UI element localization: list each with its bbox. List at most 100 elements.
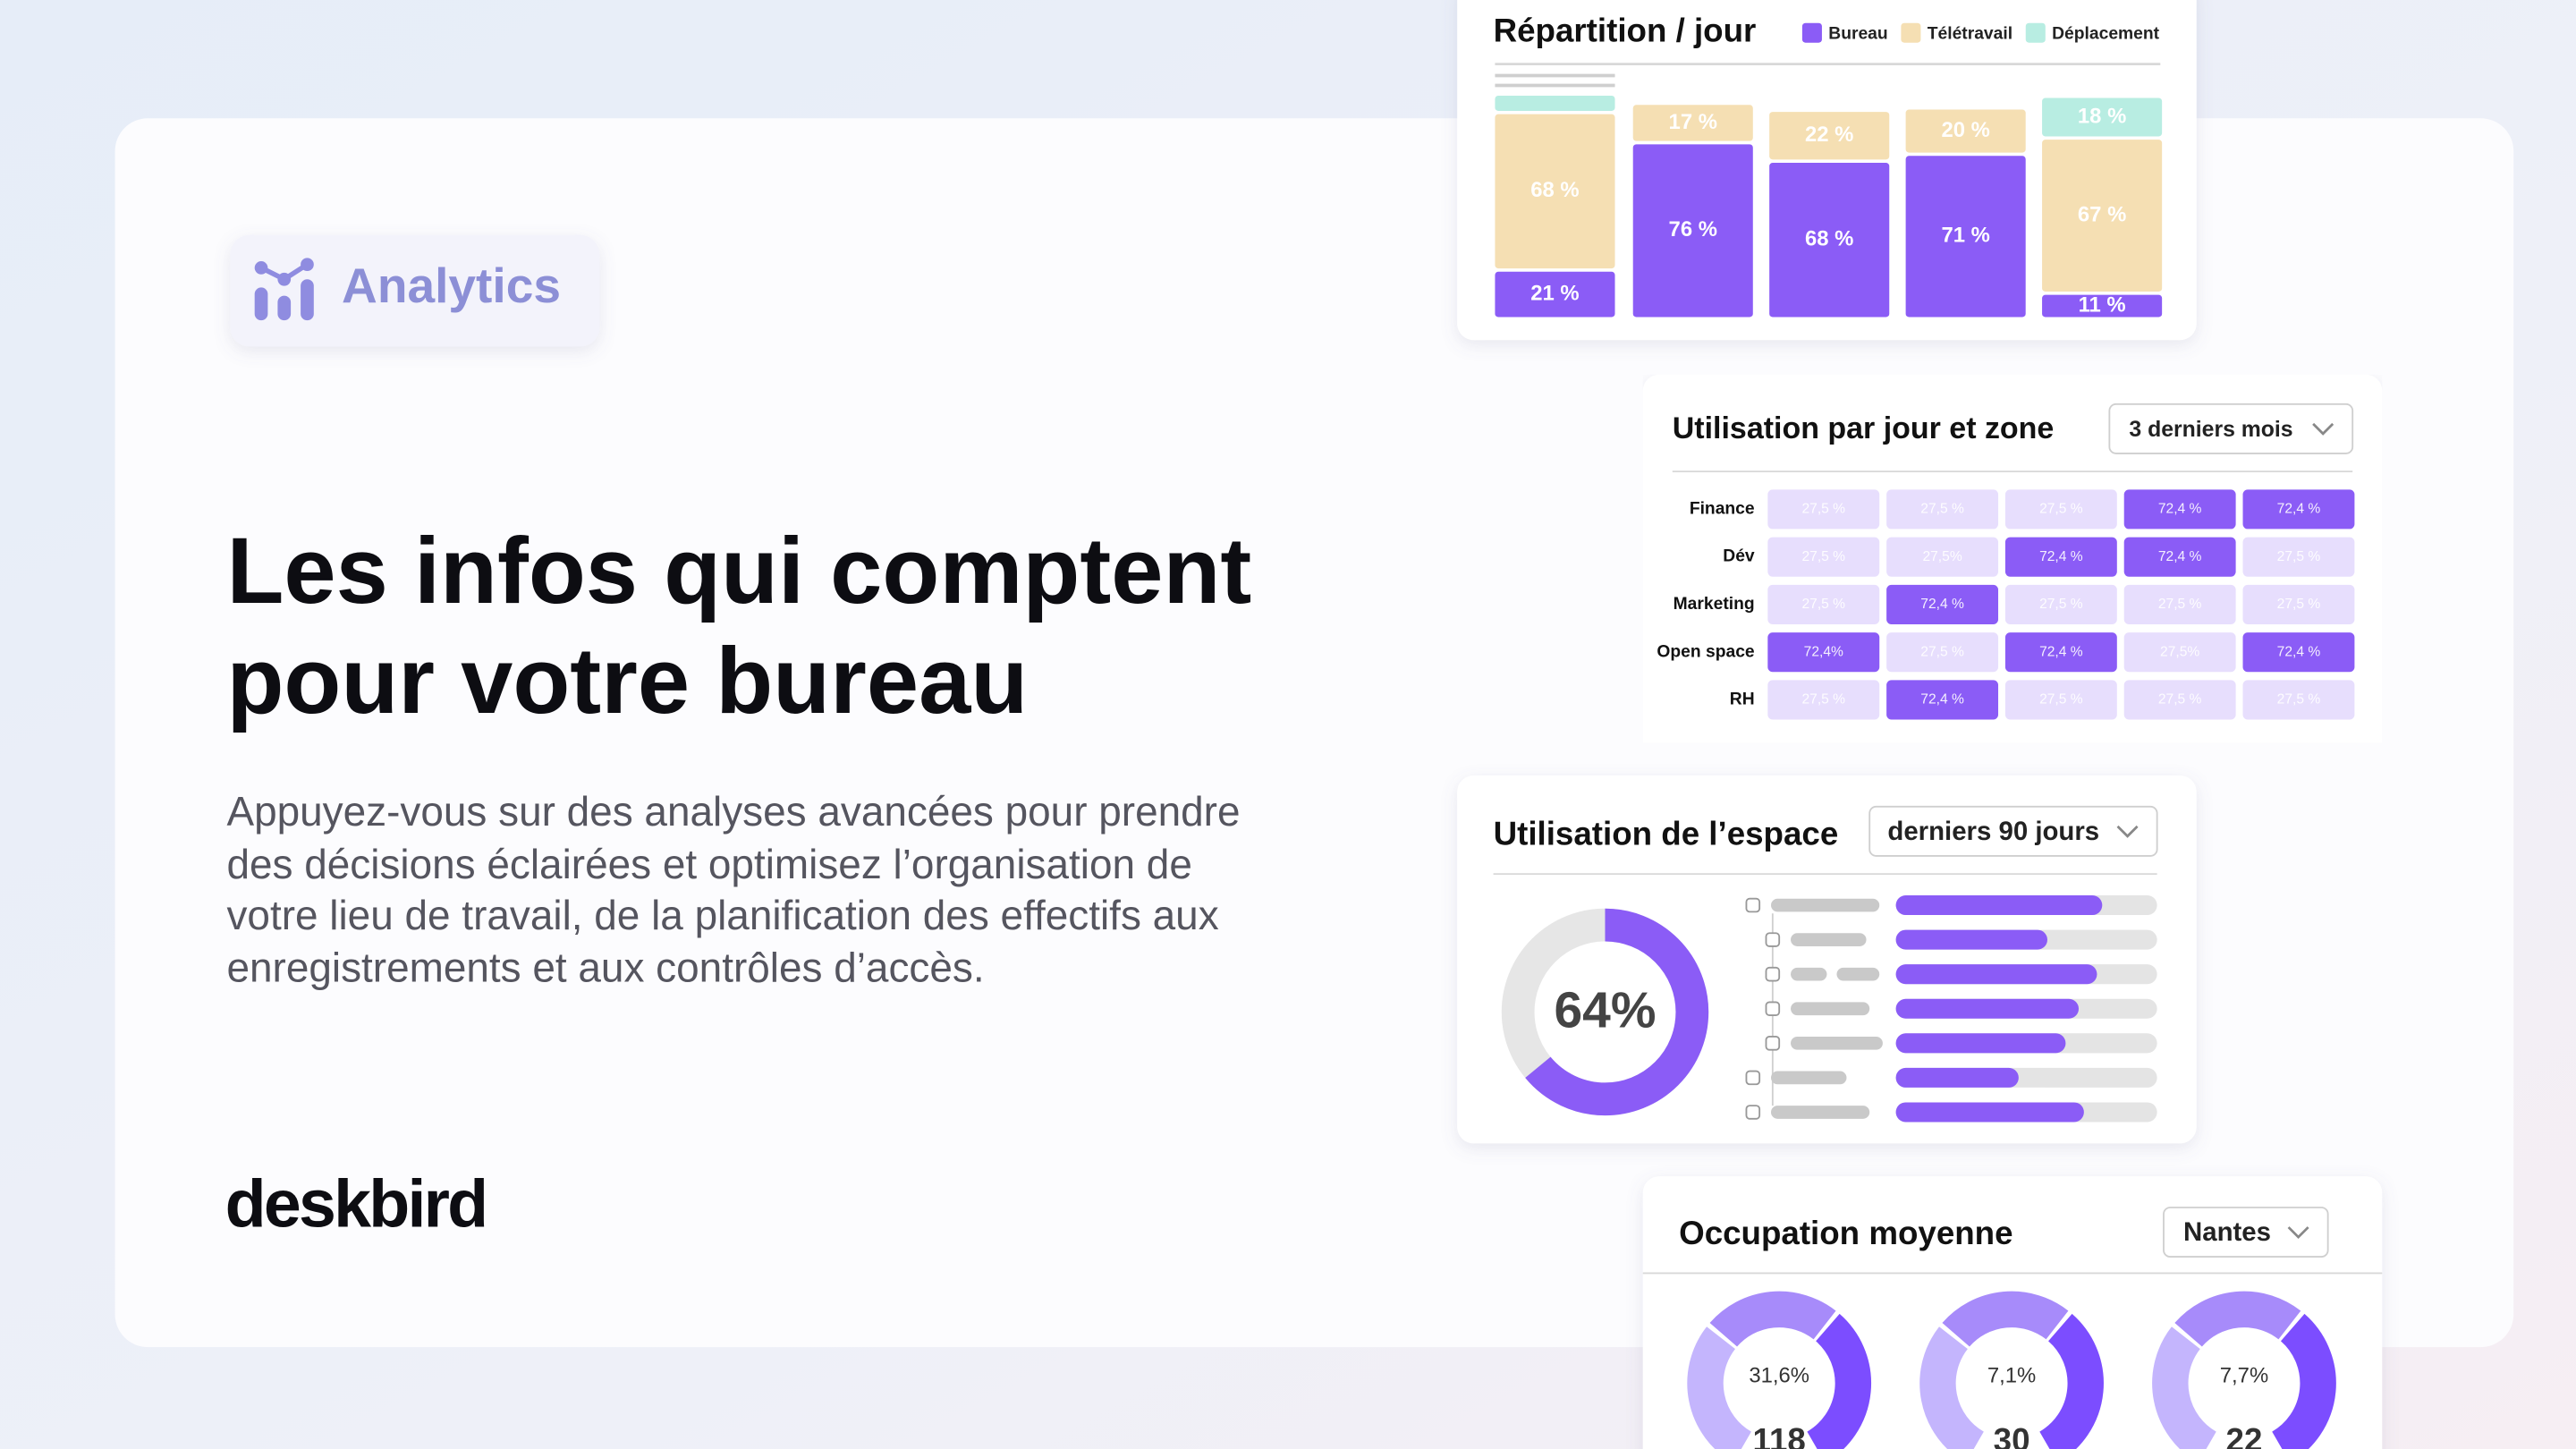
heatmap-cell xyxy=(2123,632,2236,673)
cell-label: 72,4 % xyxy=(2277,644,2321,659)
legend-swatch xyxy=(1801,22,1822,43)
heatmap-cell xyxy=(2004,632,2117,673)
heatmap-cell xyxy=(1767,537,1880,577)
bar-segment xyxy=(1905,156,2026,318)
card-title: Utilisation de l’espace xyxy=(1494,816,1839,852)
value-label: 11 % xyxy=(2079,292,2126,317)
tree-node xyxy=(1765,932,1781,947)
dropdown[interactable] xyxy=(2108,402,2354,454)
tree-node xyxy=(1745,897,1761,913)
gauge-segment xyxy=(1709,1291,1836,1348)
row-label: Marketing xyxy=(1674,595,1755,614)
description: des décisions éclairées et optimisez l’o… xyxy=(226,841,1191,887)
bar-segment xyxy=(1905,109,2026,153)
tree-node xyxy=(1765,1001,1781,1017)
heatmap-cell xyxy=(1767,632,1880,673)
cell-label: 27,5 % xyxy=(2277,597,2321,612)
heatmap-cell xyxy=(2123,584,2236,624)
value-label: 76 % xyxy=(1669,217,1717,242)
gauge-count: 30 xyxy=(1994,1421,2030,1449)
heatmap: Finance 27,5 % 27,5 % 27,5 % 72,4 % 72,4 % Dév… xyxy=(1657,489,2355,720)
value-label: 17 % xyxy=(1669,110,1717,134)
gauge-percent: 7,1% xyxy=(1987,1363,2036,1387)
bar xyxy=(1895,929,2047,950)
description: Appuyez-vous sur des analyses avancées p… xyxy=(226,788,1240,835)
placeholder xyxy=(1791,1002,1870,1016)
card-title: Occupation moyenne xyxy=(1679,1215,2012,1251)
heatmap-cell xyxy=(2004,680,2117,720)
value-label: 22 % xyxy=(1805,123,1853,147)
cell-label: 72,4 % xyxy=(1920,692,1964,708)
bar xyxy=(1895,1033,2066,1054)
heatmap-cell xyxy=(2242,680,2355,720)
row-label: Finance xyxy=(1690,499,1755,518)
cell-label: 27,5 % xyxy=(2039,597,2083,612)
legend-swatch xyxy=(2025,22,2046,43)
donut-label: 64% xyxy=(1555,981,1657,1038)
card-title: Répartition / jour xyxy=(1494,12,1757,48)
bar-segment xyxy=(1769,112,1890,160)
cell-label: 27,5 % xyxy=(1801,692,1845,708)
placeholder xyxy=(1771,1106,1870,1119)
legend-swatch xyxy=(1901,22,1921,43)
row-label: Dév xyxy=(1723,547,1755,566)
dropdown-label[interactable]: derniers 90 jours xyxy=(1887,817,2099,846)
chevron xyxy=(2312,422,2334,436)
cell-label: 27,5 % xyxy=(1801,597,1845,612)
bar-segment xyxy=(1769,163,1890,318)
cell-label: 27,5% xyxy=(1922,549,1962,564)
heatmap-cell xyxy=(2004,537,2117,577)
gauge-percent: 7,7% xyxy=(2220,1363,2268,1387)
gauge-segment xyxy=(2271,1313,2336,1449)
bar-segment xyxy=(1632,105,1753,141)
bar-segment xyxy=(1632,144,1753,318)
bar-segment xyxy=(2042,140,2163,292)
dropdown[interactable] xyxy=(1868,805,2158,857)
card-title: Utilisation par jour et zone xyxy=(1673,411,2055,445)
cell-label: 27,5 % xyxy=(2039,502,2083,517)
gauges: 31,6% 118 7,1% 30 7,7% 22 xyxy=(1687,1291,2336,1449)
stacked-chart: Bureau Télétravail Déplacement 21 % 68 % 76 %… xyxy=(1495,22,2163,318)
heatmap-cell xyxy=(2242,489,2355,530)
heatmap-cell xyxy=(1886,680,1999,720)
heatmap-cell xyxy=(1767,584,1880,624)
analytics-icon xyxy=(254,258,314,321)
gauge-segment xyxy=(1919,1326,1985,1449)
bar xyxy=(1895,1067,2019,1088)
cell-label: 27,5 % xyxy=(1920,644,1964,659)
headline: Les infos qui comptent xyxy=(226,519,1251,623)
heatmap-cell xyxy=(2004,489,2117,530)
gauge-segment xyxy=(1942,1291,2069,1348)
cell-label: 72,4 % xyxy=(2158,502,2202,517)
heatmap-cell xyxy=(2123,680,2236,720)
value-label: 67 % xyxy=(2078,202,2126,226)
cell-label: 27,5 % xyxy=(2277,549,2321,564)
tree-node xyxy=(1745,1070,1761,1086)
value-label: 21 % xyxy=(1530,281,1579,305)
cell-label: 72,4 % xyxy=(2158,549,2202,564)
gauge-segment xyxy=(1687,1326,1752,1449)
bar-segment xyxy=(1495,95,1615,111)
dropdown-label[interactable]: 3 derniers mois xyxy=(2129,418,2292,442)
heatmap-cell xyxy=(2242,537,2355,577)
placeholder xyxy=(1791,1036,1883,1050)
cell-label: 72,4 % xyxy=(2039,644,2083,659)
cell-label: 27,5 % xyxy=(1801,502,1845,517)
tree-node xyxy=(1745,1105,1761,1120)
cell-label: 27,5 % xyxy=(2158,597,2202,612)
heatmap-cell xyxy=(2123,489,2236,530)
heatmap-cell xyxy=(1767,489,1880,530)
heatmap-cell xyxy=(1886,584,1999,624)
dropdown[interactable] xyxy=(2163,1207,2329,1258)
heatmap-cell xyxy=(1886,537,1999,577)
gauge-segment xyxy=(2038,1313,2104,1449)
cell-label: 72,4% xyxy=(1804,644,1843,659)
heatmap-cell xyxy=(2123,537,2236,577)
value-label: 68 % xyxy=(1805,227,1853,251)
dropdown-label[interactable]: Nantes xyxy=(2183,1217,2271,1247)
cell-label: 72,4 % xyxy=(1920,597,1964,612)
placeholder xyxy=(1771,898,1880,912)
value-label: 71 % xyxy=(1941,224,1989,248)
